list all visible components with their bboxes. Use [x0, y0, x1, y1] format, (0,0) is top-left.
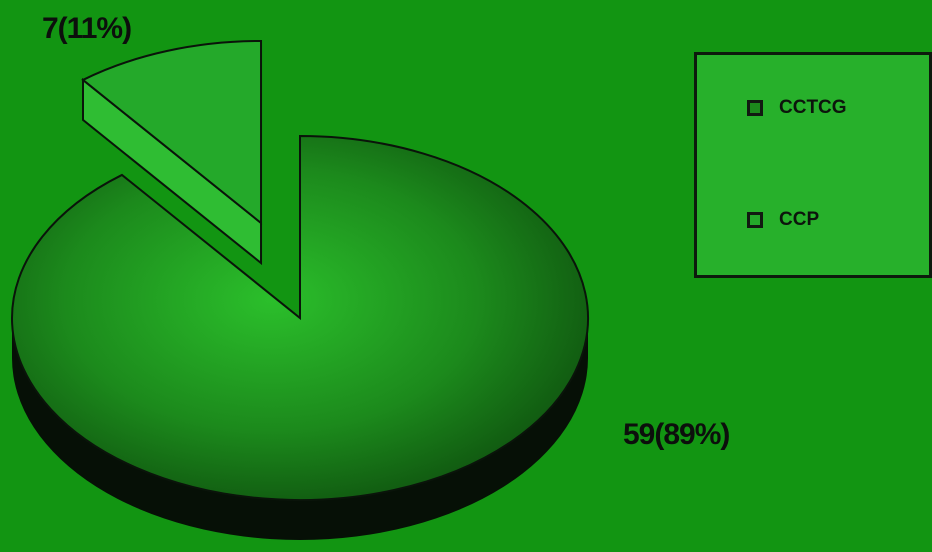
legend-swatch-cctcg: [747, 100, 763, 116]
legend: CCTCG CCP: [694, 52, 932, 278]
legend-swatch-ccp: [747, 212, 763, 228]
pie-rim-cctcg: [12, 318, 588, 540]
slice-label-ccp: 7(11%): [42, 12, 132, 45]
legend-label-ccp: CCP: [779, 209, 820, 230]
pie-slice-ccp: [81, 39, 263, 226]
legend-item-cctcg: CCTCG: [747, 97, 847, 119]
legend-item-ccp: CCP: [747, 209, 819, 231]
legend-label-cctcg: CCTCG: [779, 97, 847, 118]
pie-slice-cctcg: [11, 134, 589, 501]
slice-label-cctcg: 59(89%): [623, 418, 730, 451]
